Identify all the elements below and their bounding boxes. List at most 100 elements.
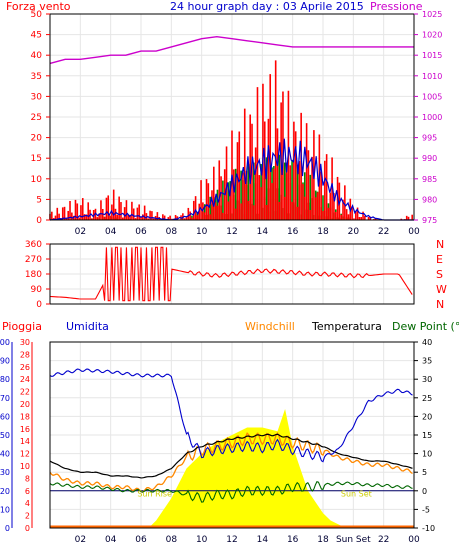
humidity-tick-label: 40 (0, 450, 10, 459)
humidity-axis-label: Umidita (66, 320, 109, 333)
pressure-tick-label: 1000 (422, 113, 442, 122)
humidity-tick-label: 60 (0, 412, 10, 421)
temperature-tick-label: 25 (422, 394, 432, 403)
humidity-tick-label: 20 (0, 487, 10, 496)
temperature-line (49, 433, 413, 479)
humidity-tick-label: 100 (0, 338, 10, 347)
humidity-tick-label: 10 (0, 505, 10, 514)
time-tick-label: 18 (317, 535, 329, 545)
wind-axis-label: Forza vento (6, 0, 71, 13)
wind-direction-line (49, 246, 413, 302)
time-tick-label: 08 (166, 227, 178, 237)
direction-tick-label: 90 (31, 285, 43, 295)
rain-tick-label: 2 (25, 512, 30, 521)
time-tick-label: 10 (196, 535, 208, 545)
humidity-tick-label: 30 (0, 468, 10, 477)
temperature-tick-label: 35 (422, 357, 432, 366)
time-tick-label: 16 (287, 535, 299, 545)
humidity-tick-label: 0 (5, 524, 10, 533)
wind-tick-label: 20 (31, 134, 43, 144)
time-tick-label: 06 (135, 227, 147, 237)
temperature-tick-label: 5 (422, 468, 427, 477)
time-tick-label: 00 (408, 535, 420, 545)
pressure-tick-label: 990 (422, 154, 437, 163)
rain-tick-label: 26 (20, 363, 30, 372)
direction-tick-label: 360 (25, 240, 42, 250)
compass-label: N (436, 238, 444, 251)
time-tick-label: 22 (378, 227, 389, 237)
rain-tick-label: 14 (20, 437, 30, 446)
rain-tick-label: 6 (25, 487, 30, 496)
humidity-tick-label: 70 (0, 394, 10, 403)
compass-label: E (436, 253, 443, 266)
direction-tick-label: 0 (36, 300, 42, 310)
pressure-tick-label: 1025 (422, 10, 442, 19)
temperature-tick-label: 30 (422, 375, 432, 384)
temperature-tick-label: 20 (422, 412, 432, 421)
wind-tick-label: 50 (31, 10, 43, 20)
time-tick-label: 02 (75, 227, 86, 237)
time-tick-label: 18 (317, 227, 329, 237)
windchill-line (49, 431, 413, 493)
temperature-tick-label: -10 (422, 524, 435, 533)
wind-tick-label: 10 (31, 175, 43, 185)
time-tick-label: 16 (287, 227, 299, 237)
time-tick-label: 12 (226, 227, 237, 237)
time-tick-label: 00 (408, 227, 420, 237)
pressure-tick-label: 1010 (422, 72, 442, 81)
pressure-series-line (49, 35, 414, 65)
time-tick-label: 04 (105, 535, 117, 545)
solar-area (148, 408, 346, 528)
temperature-tick-label: 10 (422, 450, 432, 459)
pressure-tick-label: 1020 (422, 31, 442, 40)
wind-average-line (49, 138, 414, 221)
wind-tick-label: 15 (31, 154, 42, 164)
pressure-tick-label: 1005 (422, 92, 442, 101)
time-tick-label: 04 (105, 227, 117, 237)
rain-tick-label: 20 (20, 400, 30, 409)
compass-label: S (436, 268, 443, 281)
wind-tick-label: 25 (31, 113, 42, 123)
time-tick-label: 10 (196, 227, 208, 237)
temperature-tick-label: 40 (422, 338, 432, 347)
temperature-tick-label: -5 (422, 505, 430, 514)
rain-tick-label: 0 (25, 524, 30, 533)
time-tick-label: 06 (135, 535, 147, 545)
rain-tick-label: 30 (20, 338, 30, 347)
rain-axis-label: Pioggia (2, 320, 42, 333)
pressure-tick-label: 995 (422, 134, 437, 143)
time-tick-label: 02 (75, 535, 86, 545)
time-tick-label: 12 (226, 535, 237, 545)
temperature-tick-label: 0 (422, 487, 427, 496)
pressure-tick-label: 975 (422, 216, 437, 225)
compass-label: W (436, 283, 447, 296)
time-tick-label: 14 (257, 227, 269, 237)
windchill-label: Windchill (245, 320, 295, 333)
sunrise-label: Sun Rise (137, 489, 172, 498)
pressure-tick-label: 985 (422, 175, 437, 184)
rain-tick-label: 16 (20, 425, 30, 434)
time-tick-label: 08 (166, 535, 178, 545)
wind-tick-label: 40 (31, 51, 43, 61)
rain-tick-label: 8 (25, 474, 30, 483)
sunset-label: Sun Set (341, 489, 372, 498)
temperature-tick-label: 15 (422, 431, 432, 440)
humidity-tick-label: 80 (0, 375, 10, 384)
pressure-axis-label: Pressione (370, 0, 423, 13)
time-tick-label: Sun Set (336, 535, 371, 545)
humidity-tick-label: 50 (0, 431, 10, 440)
wind-tick-label: 5 (36, 195, 42, 205)
humidity-tick-label: 90 (0, 357, 10, 366)
rain-tick-label: 18 (20, 412, 30, 421)
wind-tick-label: 0 (36, 216, 42, 226)
time-tick-label: 20 (348, 227, 360, 237)
chart-title: 24 hour graph day : 03 Aprile 2015 (170, 0, 364, 13)
rain-tick-label: 24 (20, 375, 30, 384)
pressure-tick-label: 980 (422, 195, 437, 204)
rain-tick-label: 10 (20, 462, 30, 471)
dewpoint-label: Dew Point (°C (392, 320, 459, 333)
direction-tick-label: 270 (25, 255, 42, 265)
rain-tick-label: 12 (20, 450, 30, 459)
